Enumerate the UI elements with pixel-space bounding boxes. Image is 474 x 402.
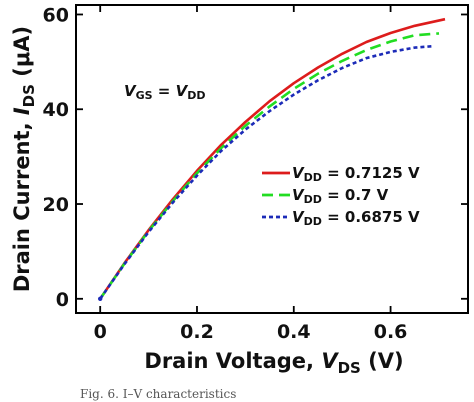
y-axis-title: Drain Current, IDS (μA)	[10, 26, 38, 292]
series-line-3	[99, 44, 434, 300]
legend-rest: = 0.7 V	[322, 186, 389, 204]
y-axis-title-sub: DS	[20, 84, 38, 107]
x-axis-title-text: Drain Voltage,	[144, 349, 321, 373]
x-axis-title-var: V	[321, 349, 339, 373]
legend-rest: = 0.6875 V	[322, 208, 420, 226]
legend-label-2: VDD = 0.7 V	[292, 186, 389, 206]
x-tick-label: 0.2	[180, 321, 214, 343]
legend-sub: DD	[304, 215, 322, 228]
legend-var: V	[292, 186, 305, 204]
legend-sub: DD	[304, 171, 322, 184]
y-axis-title-text: Drain Current,	[10, 115, 34, 292]
y-tick-label: 20	[43, 194, 69, 216]
y-tick-label: 0	[56, 289, 69, 311]
tick-marks	[76, 5, 468, 313]
legend-label-3: VDD = 0.6875 V	[292, 208, 420, 228]
x-axis-title-sub: DS	[338, 359, 361, 377]
annotation-lhs-var: V	[124, 82, 137, 100]
legend-label-1: VDD = 0.7125 V	[292, 164, 420, 184]
series-line-1	[99, 17, 446, 300]
legend-sub: DD	[304, 193, 322, 206]
series-line-2	[99, 32, 440, 300]
annotation-rhs-sub: DD	[187, 89, 205, 102]
y-axis-title-unit: (μA)	[10, 26, 34, 84]
x-tick-label: 0.6	[374, 321, 408, 343]
y-tick-label: 40	[43, 99, 69, 121]
legend-var: V	[292, 164, 305, 182]
y-tick-label: 60	[43, 4, 69, 26]
figure-caption: Fig. 6. I–V characteristics	[80, 387, 237, 401]
vgs-annotation: VGS = VDD	[124, 82, 205, 102]
series-layer	[97, 17, 446, 301]
x-axis-title: Drain Voltage, VDS (V)	[144, 349, 403, 377]
origin-marker	[97, 296, 103, 301]
x-tick-label: 0	[94, 321, 107, 343]
annotation-rhs-var: V	[176, 82, 189, 100]
plot-frame	[75, 4, 469, 314]
x-tick-label: 0.4	[277, 321, 311, 343]
annotation-eq: =	[153, 82, 176, 100]
legend-var: V	[292, 208, 305, 226]
annotation-lhs-sub: GS	[136, 89, 153, 102]
tick-labels: 0 0.2 0.4 0.6 0 20 40 60	[43, 4, 408, 343]
legend-rest: = 0.7125 V	[322, 164, 420, 182]
y-axis-title-var: I	[10, 107, 34, 115]
x-axis-title-unit: (V)	[361, 349, 404, 373]
